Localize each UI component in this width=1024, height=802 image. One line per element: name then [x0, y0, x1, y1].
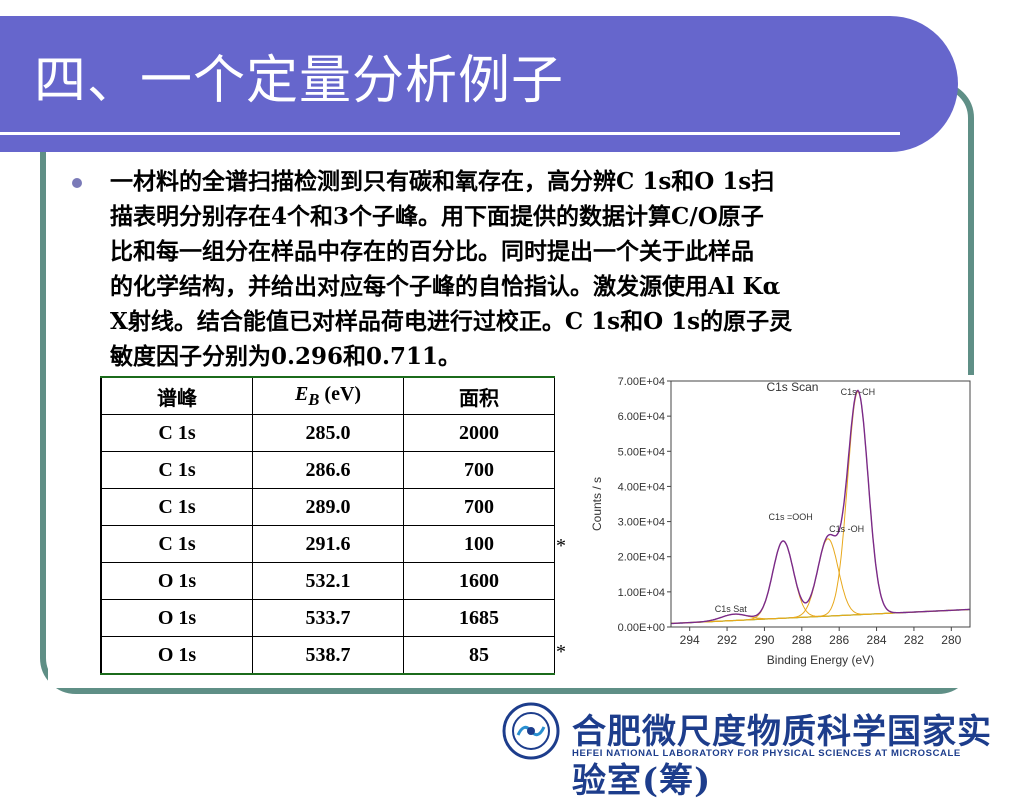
cell-energy: 286.6: [252, 451, 404, 489]
cell-area: 1685: [403, 599, 555, 637]
peak-label: C1s Sat: [715, 604, 748, 614]
paragraph-line: 的化学结构，并给出对应每个子峰的自恰指认。激发源使用Al Kα: [110, 273, 781, 300]
y-tick-label: 5.00E+04: [618, 446, 665, 458]
cell-area: 1600: [403, 562, 555, 600]
cell-peak: C 1s: [100, 451, 253, 489]
paragraph-line: 描表明分别存在4个和3个子峰。用下面提供的数据计算C/O原子: [110, 203, 764, 230]
paragraph-line: 敏度因子分别为0.296和0.711。: [110, 343, 462, 370]
chart-title: C1s Scan: [766, 380, 818, 394]
table-header-row: 谱峰 EB (eV) 面积: [100, 376, 555, 415]
paragraph-line: 比和每一组分在样品中存在的百分比。同时提出一个关于此样品: [110, 238, 754, 265]
bullet-icon: [72, 178, 82, 188]
spectrum-curves: [670, 389, 971, 625]
cell-area: 700: [403, 488, 555, 526]
satellite-marker: *: [556, 641, 566, 663]
y-tick-label: 4.00E+04: [618, 481, 665, 493]
paragraph-line: 一材料的全谱扫描检测到只有碳和氧存在，高分辨C 1s和O 1s扫: [110, 168, 775, 195]
cell-peak: O 1s: [100, 636, 253, 675]
cell-peak: C 1s: [100, 488, 253, 526]
y-tick-label: 3.00E+04: [618, 517, 665, 529]
x-tick-label: 290: [754, 633, 774, 647]
lab-logo-icon: [502, 702, 560, 760]
cell-energy: 533.7: [252, 599, 404, 637]
cell-peak: C 1s: [100, 414, 253, 452]
plot-frame: [670, 380, 971, 628]
cell-peak: C 1s: [100, 525, 253, 563]
x-tick-label: 284: [867, 633, 887, 647]
y-tick-label: 6.00E+04: [618, 411, 665, 423]
title-underline: [0, 132, 900, 135]
lab-name-english: HEFEI NATIONAL LABORATORY FOR PHYSICAL S…: [572, 748, 961, 759]
cell-area: 700: [403, 451, 555, 489]
cell-energy: 532.1: [252, 562, 404, 600]
peak-table: 谱峰 EB (eV) 面积 C 1s 285.0 2000 C 1s 286.6 700…: [100, 376, 555, 675]
cell-energy: 285.0: [252, 414, 404, 452]
peak-labels: C1s -CH C1s =OOH C1s -OH C1s Sat: [715, 387, 875, 614]
slide-title: 四、一个定量分析例子: [34, 51, 565, 111]
cell-energy: 291.6: [252, 525, 404, 563]
header-unit: (eV): [324, 382, 362, 405]
c1s-spectrum-chart: 0.00E+00 1.00E+04 2.00E+04 3.00E+04 4.00E+04…: [585, 375, 975, 680]
table-row: C 1s 291.6 100: [100, 525, 555, 563]
cell-area: 100: [403, 525, 555, 563]
cell-area: 85: [403, 636, 555, 675]
table-row: O 1s 532.1 1600: [100, 562, 555, 600]
x-tick-label: 282: [904, 633, 924, 647]
component-peak: [670, 390, 971, 624]
title-banner: [0, 16, 958, 152]
y-tick-label: 7.00E+04: [618, 376, 665, 388]
y-axis-label: Counts / s: [590, 477, 604, 531]
x-tick-label: 294: [680, 633, 700, 647]
peak-label: C1s -CH: [841, 387, 876, 397]
cell-area: 2000: [403, 414, 555, 452]
x-tick-label: 292: [717, 633, 737, 647]
x-axis-ticks: 294 292 290 288 286 284 282 280: [680, 627, 962, 647]
table-row: C 1s 286.6 700: [100, 451, 555, 489]
table-row: O 1s 533.7 1685: [100, 599, 555, 637]
header-e-symbol: E: [294, 382, 309, 405]
x-tick-label: 286: [829, 633, 849, 647]
x-tick-label: 288: [792, 633, 812, 647]
peak-label: C1s =OOH: [768, 512, 812, 522]
y-tick-label: 1.00E+04: [618, 587, 665, 599]
table-row: C 1s 289.0 700: [100, 488, 555, 526]
cell-peak: O 1s: [100, 562, 253, 600]
paragraph-line: X射线。结合能值已对样品荷电进行过校正。C 1s和O 1s的原子灵: [110, 308, 793, 335]
header-b-subscript: B: [308, 389, 320, 409]
envelope-curve: [670, 389, 971, 625]
cell-energy: 538.7: [252, 636, 404, 675]
problem-paragraph: 一材料的全谱扫描检测到只有碳和氧存在，高分辨C 1s和O 1s扫 描表明分别存在…: [110, 164, 936, 374]
y-tick-label: 2.00E+04: [618, 552, 665, 564]
peak-label: C1s -OH: [829, 524, 864, 534]
x-axis-label: Binding Energy (eV): [767, 653, 874, 667]
header-binding-energy: EB (eV): [252, 376, 404, 415]
y-tick-label: 0.00E+00: [618, 622, 665, 634]
y-axis-ticks: 0.00E+00 1.00E+04 2.00E+04 3.00E+04 4.00E+04…: [618, 376, 671, 634]
table-row: C 1s 285.0 2000: [100, 414, 555, 452]
x-tick-label: 280: [941, 633, 961, 647]
satellite-marker: *: [556, 535, 566, 557]
cell-energy: 289.0: [252, 488, 404, 526]
header-peak: 谱峰: [100, 376, 253, 415]
header-area: 面积: [403, 376, 555, 415]
table-row: O 1s 538.7 85: [100, 636, 555, 675]
cell-peak: O 1s: [100, 599, 253, 637]
